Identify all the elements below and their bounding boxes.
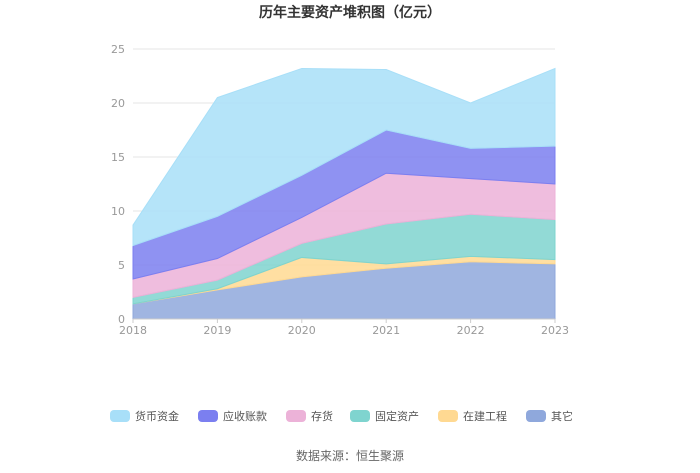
legend-swatch	[526, 410, 546, 422]
legend-item-2[interactable]: 固定资产	[350, 409, 419, 423]
legend-item-0[interactable]: 其它	[526, 409, 573, 423]
data-source-note: 数据来源：恒生聚源	[296, 448, 404, 463]
area-series-5	[132, 67, 556, 247]
y-tick-label: 15	[111, 151, 125, 164]
legend-swatch	[198, 410, 218, 422]
legend-label: 应收账款	[223, 409, 267, 423]
x-tick-label: 2023	[541, 324, 569, 337]
y-tick-label: 25	[111, 43, 125, 56]
legend-swatch	[110, 410, 130, 422]
legend-item-5[interactable]: 货币资金	[110, 409, 179, 423]
y-tick-label: 0	[118, 313, 125, 326]
legend-label: 其它	[551, 409, 573, 423]
y-tick-label: 10	[111, 205, 125, 218]
x-tick-label: 2022	[457, 324, 485, 337]
chart-title: 历年主要资产堆积图（亿元）	[259, 4, 441, 21]
legend-label: 存货	[311, 409, 333, 423]
x-tick-label: 2020	[288, 324, 316, 337]
legend-label: 在建工程	[463, 409, 507, 423]
x-tick-label: 2018	[119, 324, 147, 337]
legend[interactable]: 货币资金 应收账款 存货 固定资产 在建工程 其它	[110, 409, 573, 423]
axes: 0 5 10 15 20 25 2018 2019 2020 2021 2022 2023	[111, 43, 569, 337]
legend-label: 货币资金	[135, 409, 179, 423]
y-tick-label: 20	[111, 97, 125, 110]
y-tick-label: 5	[118, 259, 125, 272]
legend-swatch	[350, 410, 370, 422]
legend-item-3[interactable]: 存货	[286, 409, 333, 423]
series-areas	[132, 67, 556, 320]
legend-swatch	[438, 410, 458, 422]
legend-item-4[interactable]: 应收账款	[198, 409, 267, 423]
x-tick-label: 2021	[372, 324, 400, 337]
legend-swatch	[286, 410, 306, 422]
x-tick-label: 2019	[203, 324, 231, 337]
legend-label: 固定资产	[375, 409, 419, 423]
legend-item-1[interactable]: 在建工程	[438, 409, 507, 423]
